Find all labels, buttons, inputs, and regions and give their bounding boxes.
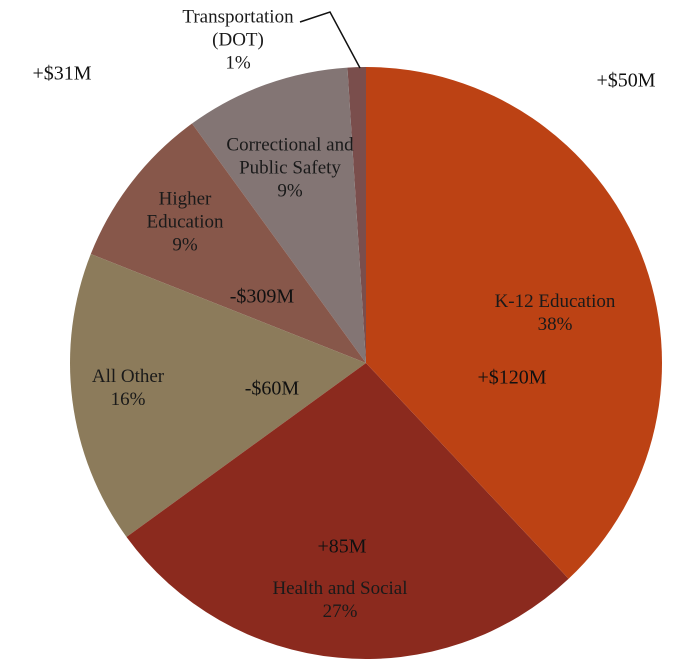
slice-name: Correctional and Public Safety [226, 134, 354, 179]
slice-label: K-12 Education 38% [455, 290, 655, 336]
slice-label: Higher Education 9% [130, 188, 240, 257]
slice-name: Higher Education [146, 188, 224, 233]
annotation: +$31M [32, 62, 92, 85]
slice-name: Transportation (DOT) [182, 6, 294, 51]
pie-slice [347, 67, 366, 363]
annotation: -$309M [229, 285, 295, 308]
pie-slice [366, 67, 662, 579]
slice-percent: 38% [537, 314, 573, 335]
slice-percent: 9% [172, 234, 198, 256]
slice-percent: 27% [322, 601, 358, 622]
slice-name: Health and Social [272, 578, 408, 599]
annotation: +$120M [477, 366, 547, 389]
slice-label: All Other 16% [68, 365, 188, 411]
pie-slice [90, 123, 366, 363]
slice-label: Correctional and Public Safety 9% [220, 134, 360, 203]
annotation: -$60M [244, 377, 300, 400]
slice-percent: 16% [110, 389, 146, 410]
pie-slice [69, 254, 367, 537]
pie-slice [192, 67, 366, 363]
slice-name: K-12 Education [494, 291, 616, 312]
slice-percent: 1% [225, 52, 251, 74]
slice-label: Health and Social 27% [230, 577, 450, 623]
annotation: +85M [317, 535, 367, 558]
leader-line [299, 11, 361, 69]
pie-slice [126, 363, 569, 659]
slice-percent: 9% [277, 180, 303, 202]
annotation: +$50M [596, 69, 656, 92]
slice-name: All Other [91, 366, 165, 387]
slice-label: Transportation (DOT) 1% [168, 6, 308, 75]
